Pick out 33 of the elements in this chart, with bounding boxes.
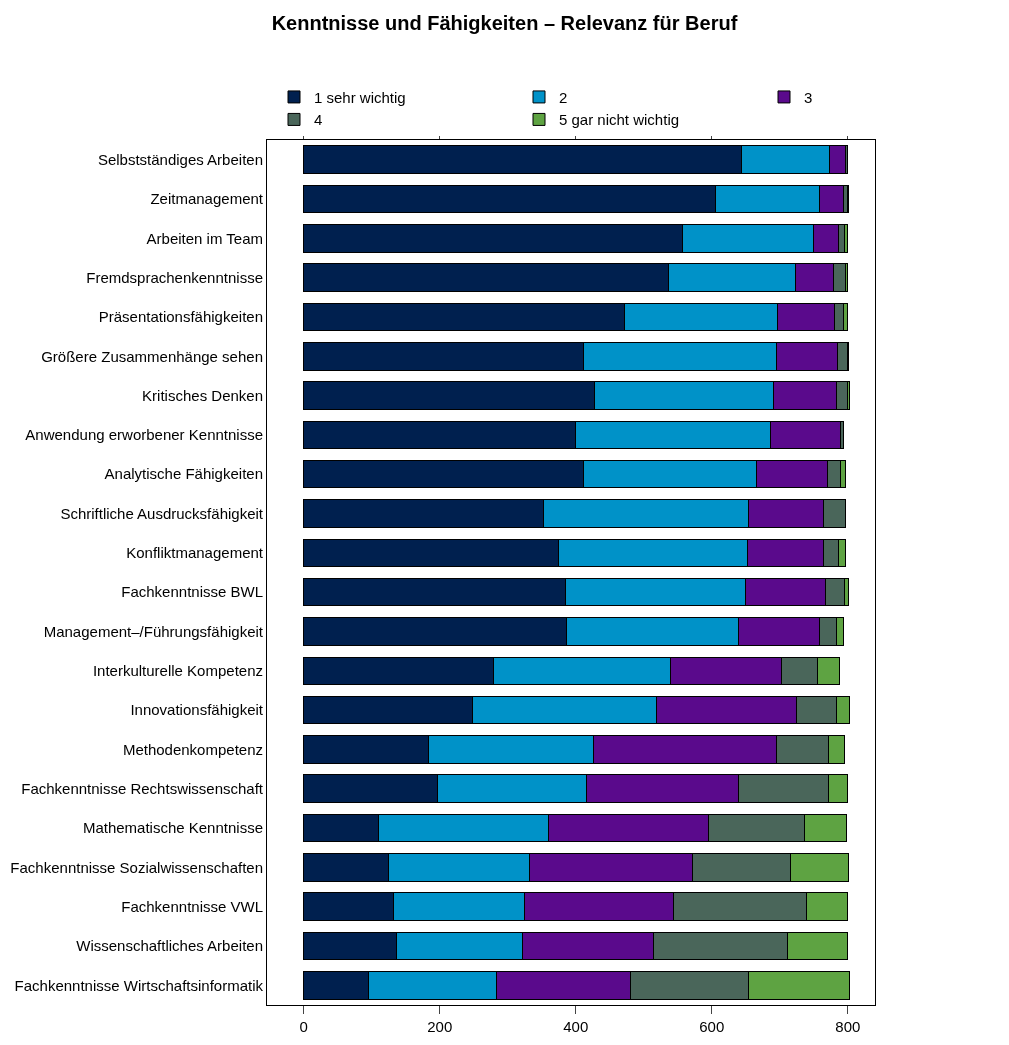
y-tick-label: Management–/Führungsfähigkeit	[43, 622, 264, 640]
x-tick-label: 400	[563, 1018, 589, 1035]
x-tick-label: 200	[427, 1018, 453, 1035]
y-tick-label: Analytische Fähigkeiten	[104, 465, 263, 483]
y-tick-label: Fachkenntnisse BWL	[121, 583, 263, 601]
y-tick-label: Fachkenntnisse Wirtschaftsinformatik	[14, 976, 264, 994]
y-tick-label: Fachkenntnisse VWL	[121, 897, 263, 915]
legend-label: 3	[804, 88, 813, 106]
y-tick-label: Mathematische Kenntnisse	[82, 819, 263, 837]
chart-title: Kenntnisse und Fähigkeiten – Relevanz für Beruf	[271, 11, 738, 34]
x-tick-label: 0	[299, 1018, 308, 1035]
y-tick-label: Wissenschaftliches Arbeiten	[76, 937, 263, 955]
legend-label: 1 sehr wichtig	[314, 88, 406, 106]
y-tick-label: Interkulturelle Kompetenz	[92, 662, 263, 680]
y-tick-label: Arbeiten im Team	[146, 229, 263, 247]
y-tick-label: Konfliktmanagement	[126, 544, 264, 562]
y-tick-label: Fachkenntnisse Sozialwissenschaften	[10, 858, 263, 876]
y-tick-label: Methodenkompetenz	[122, 740, 263, 758]
y-tick-label: Fremdsprachenkenntnisse	[86, 268, 263, 286]
y-tick-label: Fachkenntnisse Rechtswissenschaft	[21, 780, 264, 797]
legend-label: 4	[314, 111, 323, 129]
y-tick-label: Kritisches Denken	[142, 386, 263, 404]
y-tick-label: Schriftliche Ausdrucksfähigkeit	[60, 504, 264, 522]
y-tick-label: Innovationsfähigkeit	[130, 701, 264, 719]
legend-label: 2	[559, 88, 568, 106]
x-tick-label: 600	[699, 1018, 725, 1035]
legend-label: 5 gar nicht wichtig	[559, 111, 680, 129]
y-tick-label: Größere Zusammenhänge sehen	[41, 347, 263, 365]
y-tick-label: Präsentationsfähigkeiten	[98, 308, 263, 326]
y-tick-label: Selbstständiges Arbeiten	[97, 150, 263, 168]
y-tick-label: Zeitmanagement	[150, 190, 264, 208]
x-tick-label: 800	[835, 1018, 861, 1035]
y-tick-label: Anwendung erworbener Kenntnisse	[25, 426, 263, 444]
